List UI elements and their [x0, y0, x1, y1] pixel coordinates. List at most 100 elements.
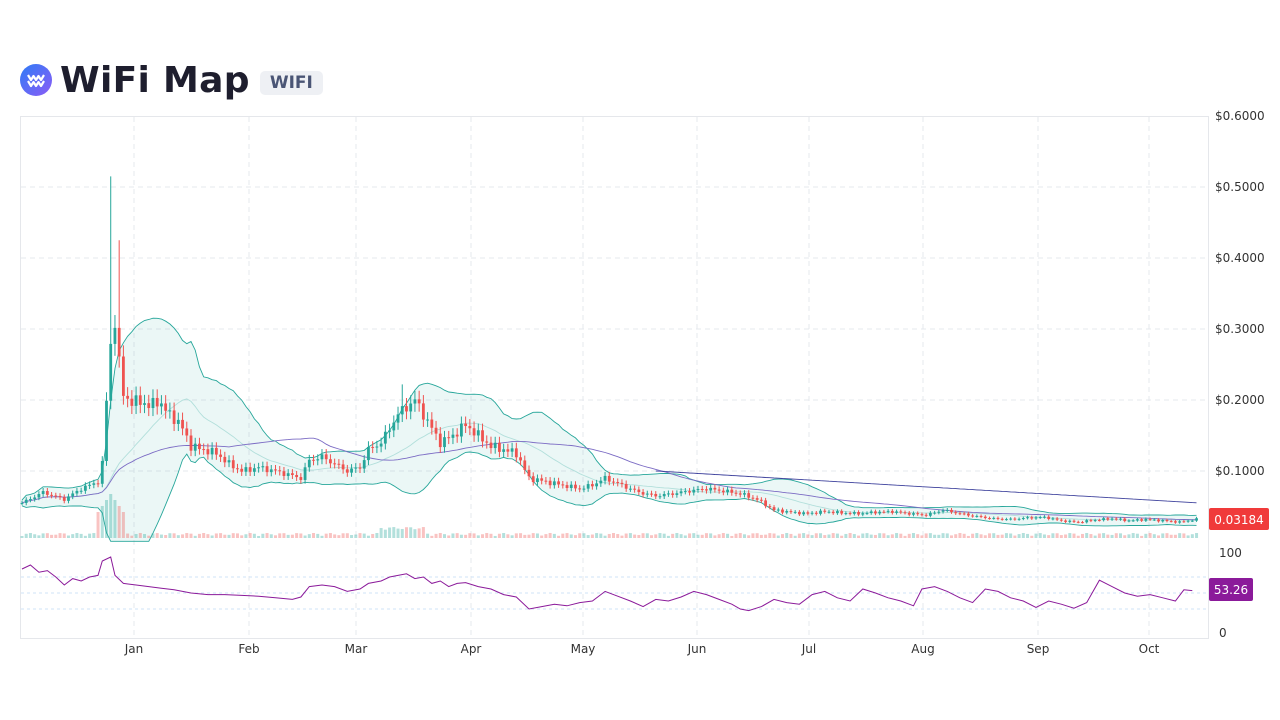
candle-body: [168, 410, 172, 412]
candle-body: [988, 518, 991, 520]
x-tick-label: Sep: [1027, 642, 1050, 656]
candle-body: [198, 443, 201, 450]
candle-body: [831, 511, 835, 514]
volume-bar: [612, 533, 615, 538]
candle-body: [548, 480, 552, 486]
candle-body: [688, 491, 691, 493]
y-tick-label: $0.5000: [1215, 180, 1265, 194]
time-axis: Jan Feb Mar Apr May Jun Jul Aug Sep Oct: [124, 642, 1160, 656]
candle-body: [1165, 520, 1169, 522]
volume-bar: [590, 534, 594, 538]
volume-bar: [274, 535, 277, 538]
candle-body: [147, 403, 151, 409]
candle-body: [252, 468, 256, 472]
volume-bar: [358, 533, 362, 538]
candle-body: [1161, 520, 1165, 522]
volume-bar: [510, 535, 514, 538]
volume-bar: [235, 533, 239, 538]
volume-bar: [83, 535, 87, 538]
chart-grid: [21, 117, 1208, 638]
candle-body: [231, 460, 235, 469]
volume-bar: [1072, 533, 1076, 538]
candle-body: [1013, 518, 1017, 520]
volume-bar: [404, 527, 408, 538]
candle-body: [603, 475, 607, 481]
candle-body: [413, 399, 417, 404]
chart-header: WiFi Map WIFI: [20, 58, 323, 102]
candle-body: [793, 511, 797, 513]
x-tick-label: Jul: [801, 642, 816, 656]
bollinger-bands: [21, 317, 1197, 542]
volume-bar: [1034, 533, 1038, 538]
candle-body: [405, 406, 408, 412]
candle-body: [717, 489, 721, 491]
candle-body: [1009, 518, 1013, 520]
candle-body: [1076, 521, 1080, 523]
candle-body: [1005, 519, 1008, 521]
volume-bar: [312, 533, 316, 538]
candle-body: [641, 492, 645, 495]
volume-bar: [489, 533, 493, 538]
x-tick-label: Apr: [461, 642, 482, 656]
candle-body: [675, 493, 679, 495]
volume-bar: [1131, 533, 1135, 538]
volume-bar: [573, 535, 577, 538]
volume-bar: [810, 535, 814, 538]
candle-body: [874, 511, 877, 514]
volume-bar: [1148, 533, 1152, 538]
candle-body: [1034, 517, 1038, 519]
volume-bar: [527, 534, 531, 538]
volume-bar: [307, 534, 311, 538]
candle-body: [983, 516, 987, 519]
volume-bar: [650, 535, 654, 538]
ticker-badge: WIFI: [259, 71, 323, 95]
volume-bar: [772, 533, 776, 538]
candle-body: [886, 510, 890, 512]
volume-bar: [438, 533, 442, 538]
volume-bar: [861, 533, 865, 538]
volume-bar: [362, 533, 366, 538]
volume-bar: [544, 534, 548, 538]
volume-bar: [983, 535, 987, 538]
candle-body: [122, 356, 125, 396]
candle-body: [907, 512, 911, 515]
candle-body: [1055, 518, 1059, 520]
candle-body: [333, 463, 337, 465]
volume-bar: [20, 536, 24, 538]
candle-body: [933, 512, 936, 514]
candle-body: [62, 497, 66, 501]
volume-bar: [696, 534, 700, 538]
candle-body: [164, 403, 168, 411]
volume-bar: [662, 533, 666, 538]
volume-bar: [806, 534, 810, 538]
volume-bar: [916, 534, 920, 538]
volume-bar: [1085, 533, 1089, 538]
volume-bar: [396, 528, 400, 538]
candle-body: [751, 497, 755, 499]
candle-body: [358, 467, 362, 469]
candle-body: [958, 513, 962, 515]
volume-bar: [704, 533, 708, 538]
candle-body: [523, 460, 527, 470]
candle-body: [143, 403, 146, 405]
candle-body: [375, 446, 379, 448]
volume-bar: [100, 506, 104, 538]
candle-body: [155, 397, 159, 407]
candle-body: [1059, 519, 1063, 521]
candle-body: [620, 482, 624, 484]
candle-body: [755, 498, 759, 500]
candle-body: [417, 399, 421, 404]
volume-bar: [844, 533, 848, 538]
candle-body: [848, 513, 852, 515]
volume-bar: [447, 535, 451, 538]
volume-bar: [523, 534, 527, 538]
volume-bar: [400, 528, 404, 538]
volume-bar: [1026, 533, 1030, 538]
volume-bar: [320, 535, 324, 538]
candle-body: [658, 496, 662, 498]
rsi-line: [21, 556, 1193, 612]
volume-bar: [303, 535, 307, 538]
volume-bar: [261, 533, 265, 538]
candle-body: [612, 481, 615, 483]
